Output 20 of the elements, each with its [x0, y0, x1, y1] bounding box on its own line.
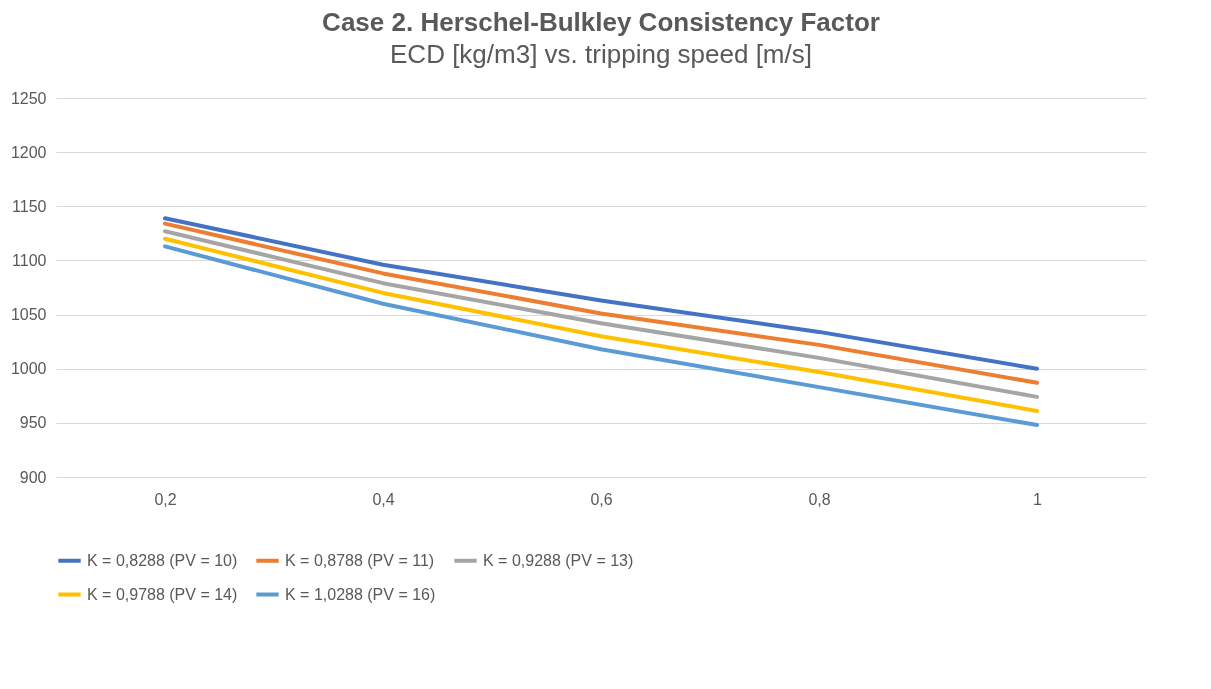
- x-tick-label: 0,2: [154, 490, 177, 508]
- legend-label: K = 0,8288 (PV = 10): [87, 551, 238, 569]
- y-tick-label: 1200: [10, 143, 47, 161]
- y-tick-label: 900: [19, 468, 47, 486]
- x-tick-label: 0,8: [808, 490, 831, 508]
- chart-title: Case 2. Herschel-Bulkley Consistency Factor: [322, 7, 880, 37]
- y-tick-label: 1150: [12, 197, 47, 215]
- x-tick-label: 0,6: [590, 490, 613, 508]
- legend-label: K = 0,9288 (PV = 13): [483, 551, 634, 569]
- y-tick-label: 950: [19, 414, 47, 432]
- legend-label: K = 1,0288 (PV = 16): [285, 585, 436, 603]
- x-tick-label: 0,4: [372, 490, 395, 508]
- y-tick-label: 1050: [10, 306, 47, 324]
- legend-label: K = 0,9788 (PV = 14): [87, 585, 238, 603]
- y-tick-label: 1100: [12, 251, 47, 269]
- x-tick-label: 1: [1033, 490, 1043, 508]
- chart-subtitle: ECD [kg/m3] vs. tripping speed [m/s]: [390, 39, 812, 69]
- legend-label: K = 0,8788 (PV = 11): [285, 551, 435, 569]
- y-tick-label: 1250: [10, 89, 47, 107]
- y-tick-label: 1000: [10, 360, 47, 378]
